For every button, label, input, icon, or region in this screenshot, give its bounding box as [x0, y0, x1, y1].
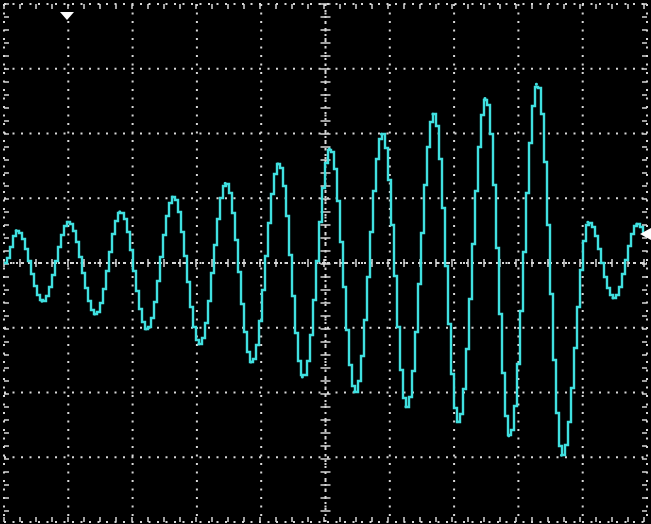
trace-trough-point [404, 405, 408, 409]
trace-trough-point [249, 360, 253, 364]
signal-trace-line [4, 85, 648, 457]
trace-peak-point [66, 220, 70, 224]
trace-peak-point [14, 229, 18, 233]
trace-peak-point [586, 220, 590, 224]
trace-trough-point [559, 453, 563, 457]
trace-trough-point [197, 342, 201, 346]
trace-layer [4, 82, 648, 457]
trace-trough-point [507, 434, 511, 438]
trigger-position-down-arrow-icon [60, 12, 74, 20]
trace-trough-point [144, 327, 148, 331]
trace-trough-point [352, 390, 356, 394]
trace-peak-point [635, 222, 639, 226]
trace-peak-point [327, 147, 331, 151]
trace-peak-point [379, 132, 383, 136]
trace-peak-point [534, 82, 538, 86]
trace-trough-point [455, 420, 459, 424]
trace-trough-point [611, 296, 615, 300]
trace-peak-point [276, 162, 280, 166]
channel-ground-level-arrow-icon [640, 228, 651, 240]
trace-peak-point [118, 210, 122, 214]
trace-trough-point [93, 312, 97, 316]
trace-peak-point [483, 97, 487, 101]
trace-peak-point [223, 181, 227, 185]
trace-trough-point [300, 375, 304, 379]
graticule-grid [3, 3, 648, 523]
marker-layer [60, 12, 651, 240]
trace-peak-point [170, 195, 174, 199]
trace-peak-point [431, 112, 435, 116]
trace-trough-point [40, 299, 44, 303]
